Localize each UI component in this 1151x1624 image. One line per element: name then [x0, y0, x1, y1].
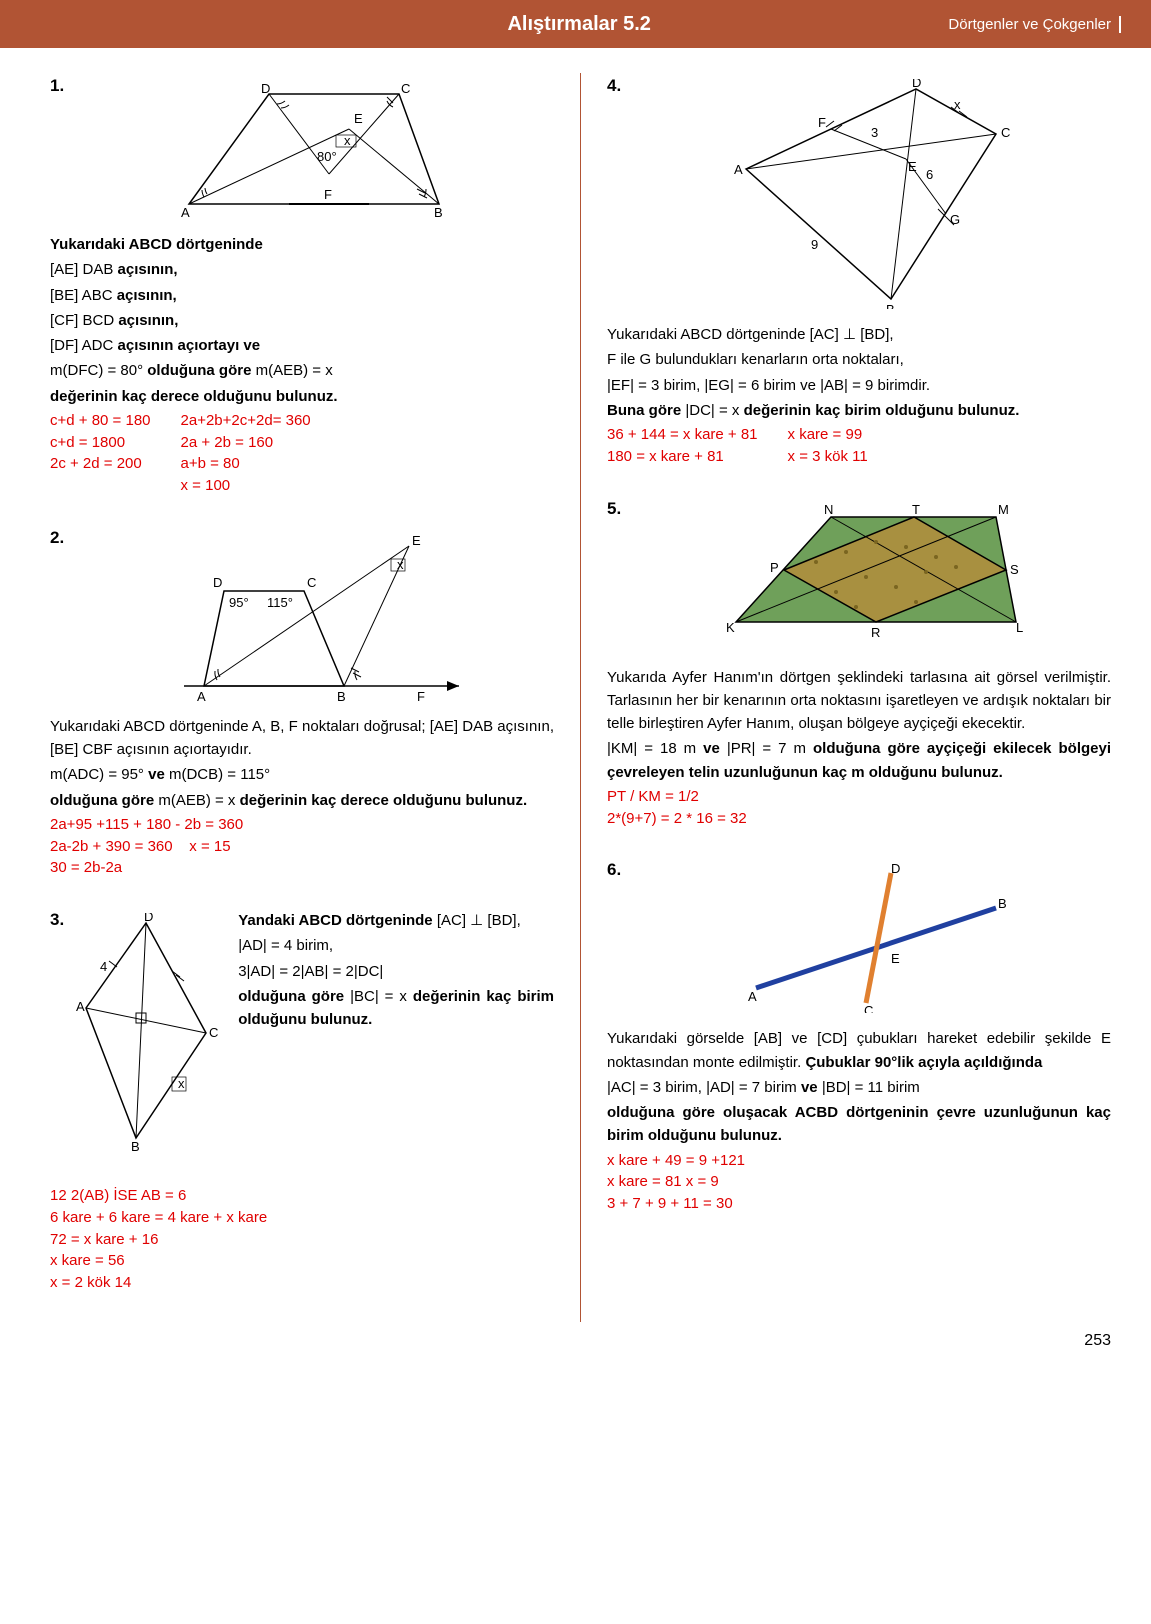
header-subtitle: Dörtgenler ve Çokgenler	[948, 16, 1121, 33]
svg-text:x: x	[178, 1076, 185, 1091]
svg-text:D: D	[912, 79, 921, 90]
q1-work: c+d + 80 = 180 c+d = 1800 2c + 2d = 200 …	[50, 410, 554, 497]
q6-number: 6.	[607, 857, 621, 883]
svg-text:A: A	[734, 162, 743, 177]
q3-work: 12 2(AB) İSE AB = 6 6 kare + 6 kare = 4 …	[50, 1185, 554, 1294]
q4-text1: Yukarıdaki ABCD dörtgeninde [AC] ⊥ [BD],	[607, 323, 1111, 346]
svg-text:E: E	[891, 951, 900, 966]
svg-text:S: S	[1010, 562, 1019, 577]
q1-ask: değerinin kaç derece olduğunu bulunuz.	[50, 385, 554, 408]
svg-text:95°: 95°	[229, 595, 249, 610]
svg-text:F: F	[818, 115, 826, 130]
svg-text:6: 6	[926, 167, 933, 182]
svg-text:C: C	[307, 575, 316, 590]
q1-intro: Yukarıdaki ABCD dörtgeninde	[50, 236, 263, 253]
svg-text:E: E	[412, 533, 421, 548]
svg-text:F: F	[417, 689, 425, 701]
q5-text: Yukarıda Ayfer Hanım'ın dörtgen şeklinde…	[607, 666, 1111, 736]
q4-work: 36 + 144 = x kare + 81 180 = x kare + 81…	[607, 424, 1111, 468]
svg-text:4: 4	[100, 959, 107, 974]
svg-text:A: A	[181, 205, 190, 219]
page-header: Alıştırmalar 5.2 Dörtgenler ve Çokgenler	[0, 0, 1151, 48]
question-5: 5. K L M N P	[607, 496, 1111, 830]
question-3: 3. A B C D 4 x	[50, 907, 554, 1294]
q4-number: 4.	[607, 73, 621, 99]
q1-figure: A B C D E F x 80°	[169, 79, 469, 219]
q5-work: PT / KM = 1/2 2*(9+7) = 2 * 16 = 32	[607, 786, 1111, 830]
svg-text:B: B	[131, 1139, 140, 1153]
q2-number: 2.	[50, 525, 64, 551]
svg-text:E: E	[354, 111, 363, 126]
svg-text:F: F	[324, 187, 332, 202]
svg-text:B: B	[886, 302, 895, 309]
left-column: 1. A B	[50, 73, 554, 1322]
svg-text:K: K	[726, 620, 735, 635]
svg-text:B: B	[337, 689, 346, 701]
svg-text:C: C	[864, 1003, 873, 1013]
page-body: 1. A B	[0, 48, 1151, 1332]
q3-number: 3.	[50, 907, 64, 933]
svg-text:9: 9	[811, 237, 818, 252]
question-4: 4. A B C D E	[607, 73, 1111, 468]
svg-text:80°: 80°	[317, 149, 337, 164]
svg-text:D: D	[213, 575, 222, 590]
page-number: 253	[0, 1332, 1151, 1360]
q4-figure: A B C D E F G x 3 6 9	[716, 79, 1036, 309]
q2-work: 2a+95 +115 + 180 - 2b = 360 2a-2b + 390 …	[50, 814, 554, 879]
svg-text:M: M	[998, 502, 1009, 517]
svg-text:A: A	[748, 989, 757, 1004]
svg-text:L: L	[1016, 620, 1023, 635]
svg-text:B: B	[998, 896, 1007, 911]
svg-text:A: A	[197, 689, 206, 701]
svg-text:3: 3	[871, 125, 878, 140]
svg-text:D: D	[144, 913, 153, 924]
q5-figure: K L M N P R S T	[716, 502, 1036, 652]
svg-text:D: D	[891, 863, 900, 876]
svg-text:C: C	[1001, 125, 1010, 140]
svg-text:R: R	[871, 625, 880, 640]
svg-text:E: E	[908, 159, 917, 174]
question-1: 1. A B	[50, 73, 554, 497]
svg-text:B: B	[434, 205, 443, 219]
svg-text:C: C	[401, 81, 410, 96]
q6-figure: A B C D E	[736, 863, 1016, 1013]
q1-number: 1.	[50, 73, 64, 99]
header-title: Alıştırmalar 5.2	[210, 13, 948, 36]
column-divider	[580, 73, 581, 1322]
svg-text:N: N	[824, 502, 833, 517]
svg-text:115°: 115°	[267, 595, 293, 610]
svg-text:C: C	[209, 1025, 218, 1040]
svg-text:G: G	[950, 212, 960, 227]
svg-text:A: A	[76, 999, 85, 1014]
q3-figure: A B C D 4 x	[76, 913, 226, 1153]
svg-text:P: P	[770, 560, 779, 575]
svg-text:x: x	[954, 97, 961, 112]
q6-work: x kare + 49 = 9 +121 x kare = 81 x = 9 3…	[607, 1150, 1111, 1215]
svg-text:D: D	[261, 81, 270, 96]
q2-text: Yukarıdaki ABCD dörtgeninde A, B, F nokt…	[50, 715, 554, 762]
right-column: 4. A B C D E	[607, 73, 1111, 1322]
question-2: 2. A B F C D E	[50, 525, 554, 879]
svg-text:T: T	[912, 502, 920, 517]
question-6: 6. A B C D E Yukarıdaki görselde [AB] ve…	[607, 857, 1111, 1215]
q5-number: 5.	[607, 496, 621, 522]
q2-figure: A B F C D E x 95° 115°	[169, 531, 469, 701]
